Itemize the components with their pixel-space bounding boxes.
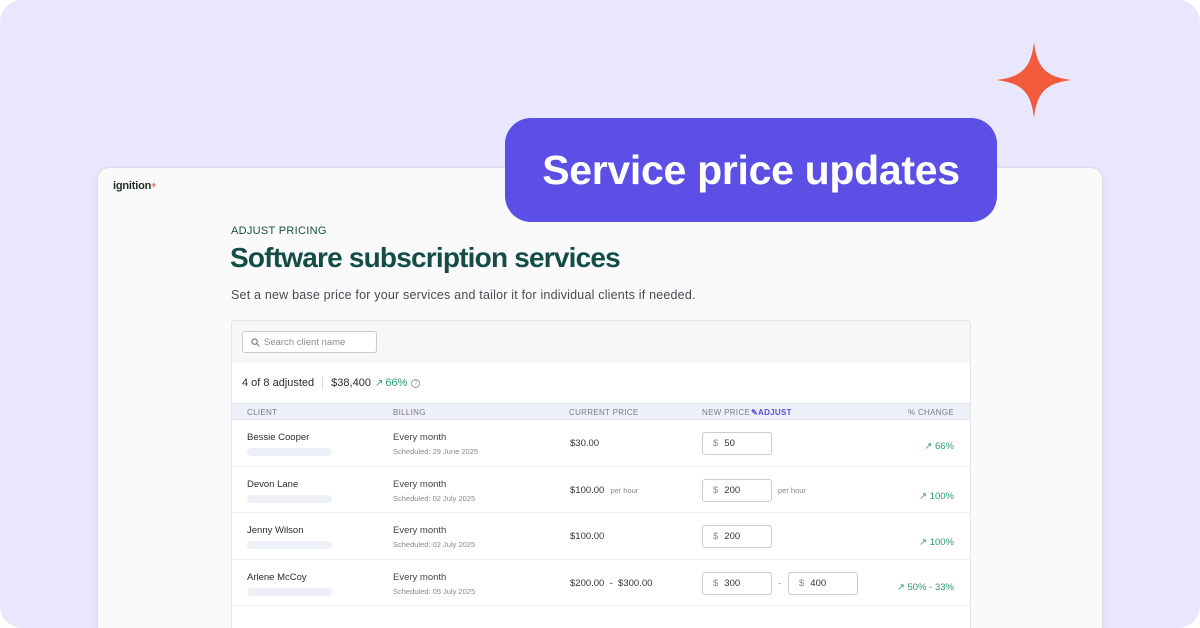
billing-frequency: Every month xyxy=(393,571,447,583)
adjust-link[interactable]: ✎ADJUST xyxy=(751,408,792,417)
new-price-value: 50 xyxy=(724,438,735,449)
new-price-input[interactable]: $200 xyxy=(702,478,772,502)
client-name: Jenny Wilson xyxy=(247,525,304,536)
headline-badge: Service price updates xyxy=(505,118,997,222)
percent-change-value: 100% xyxy=(929,490,954,502)
trend-up-icon: ↗ xyxy=(919,490,930,502)
col-percent-change: % CHANGE xyxy=(908,408,954,417)
client-detail-placeholder xyxy=(247,494,332,503)
search-placeholder: Search client name xyxy=(264,336,346,348)
trend-up-icon: ↗ xyxy=(896,581,908,593)
billing-frequency: Every month xyxy=(393,525,447,536)
currency-symbol: $ xyxy=(713,484,719,496)
percent-change: ↗ 66% xyxy=(924,441,954,452)
current-price: $200.00 - $300.00 xyxy=(570,578,652,589)
new-price-value: 300 xyxy=(724,577,741,589)
scheduled-date: Scheduled: 05 July 2025 xyxy=(393,586,476,596)
table-row xyxy=(232,606,970,628)
table-row: Arlene McCoy Every month Scheduled: 05 J… xyxy=(232,560,970,606)
client-name: Devon Lane xyxy=(247,478,299,490)
table-row: Devon Lane Every month Scheduled: 02 Jul… xyxy=(232,467,970,513)
current-price: $100.00 per hour xyxy=(570,485,638,496)
table-row: Jenny Wilson Every month Scheduled: 02 J… xyxy=(232,513,970,560)
currency-symbol: $ xyxy=(713,531,719,542)
new-price-value: 200 xyxy=(724,531,741,542)
total-change: 66% xyxy=(385,377,408,389)
search-bar: Search client name xyxy=(232,321,970,363)
client-detail-placeholder xyxy=(247,587,332,596)
new-price-max-input[interactable]: $400 xyxy=(788,571,858,595)
search-icon xyxy=(251,337,260,346)
new-price-max-value: 400 xyxy=(810,577,827,589)
col-current-price: CURRENT PRICE xyxy=(569,408,639,417)
client-name: Bessie Cooper xyxy=(247,432,310,443)
trend-up-icon: ↗ xyxy=(374,377,384,389)
trend-up-icon: ↗ xyxy=(924,441,935,452)
percent-change-value: 66% xyxy=(934,441,954,452)
new-price-input[interactable]: $50 xyxy=(702,432,772,455)
trend-up-icon: ↗ xyxy=(919,537,930,548)
percent-change: ↗ 50% - 33% xyxy=(897,582,954,593)
table-row: Bessie Cooper Every month Scheduled: 29 … xyxy=(232,420,970,467)
table-header: CLIENT BILLING CURRENT PRICE NEW PRICE ✎… xyxy=(232,403,970,420)
new-price-input[interactable]: $200 xyxy=(702,525,772,548)
client-detail-placeholder xyxy=(247,541,332,549)
current-price-value: $30.00 xyxy=(570,438,600,449)
help-icon[interactable]: ? xyxy=(411,378,421,388)
pricing-table-panel: Search client name 4 of 8 adjusted $38,4… xyxy=(231,320,971,628)
adjusted-count: 4 of 8 adjusted xyxy=(242,377,315,389)
client-name: Arlene McCoy xyxy=(247,571,307,583)
percent-change: ↗ 100% xyxy=(919,491,954,502)
current-price: $30.00 xyxy=(570,438,599,449)
current-price-value: $100.00 xyxy=(570,484,605,496)
percent-change-value: 100% xyxy=(929,537,954,548)
new-price-input[interactable]: $300 xyxy=(702,571,772,595)
scheduled-date: Scheduled: 29 June 2025 xyxy=(393,447,479,456)
billing-frequency: Every month xyxy=(393,432,447,443)
pencil-icon: ✎ xyxy=(751,408,759,417)
percent-change-value: 50% - 33% xyxy=(907,581,954,593)
divider xyxy=(322,376,324,390)
current-price-unit: per hour xyxy=(610,485,639,495)
total-amount: $38,400 xyxy=(331,377,371,389)
search-input[interactable]: Search client name xyxy=(242,331,377,353)
new-price-value: 200 xyxy=(724,484,741,496)
range-separator: - xyxy=(778,577,782,589)
ignition-logo: ignition+ xyxy=(113,180,157,192)
col-new-price: NEW PRICE xyxy=(702,408,751,417)
currency-symbol: $ xyxy=(713,438,719,449)
current-price-value: $200.00 - $300.00 xyxy=(570,577,653,589)
page-subtitle: Set a new base price for your services a… xyxy=(231,288,696,302)
col-client: CLIENT xyxy=(247,408,278,417)
scheduled-date: Scheduled: 02 July 2025 xyxy=(393,493,476,503)
billing-frequency: Every month xyxy=(393,478,447,490)
sparkle-star-icon xyxy=(996,42,1072,118)
currency-symbol: $ xyxy=(799,577,805,589)
eyebrow-label: ADJUST PRICING xyxy=(231,225,327,237)
adjustment-summary: 4 of 8 adjusted $38,400 ↗ 66% ? xyxy=(232,363,970,403)
current-price: $100.00 xyxy=(570,531,604,542)
client-detail-placeholder xyxy=(247,448,332,456)
current-price-value: $100.00 xyxy=(570,531,605,542)
page-title: Software subscription services xyxy=(230,242,621,273)
col-billing: BILLING xyxy=(393,408,426,417)
scheduled-date: Scheduled: 02 July 2025 xyxy=(393,540,476,549)
currency-symbol: $ xyxy=(713,577,719,589)
percent-change: ↗ 100% xyxy=(919,537,954,548)
new-price-unit: per hour xyxy=(778,485,806,495)
